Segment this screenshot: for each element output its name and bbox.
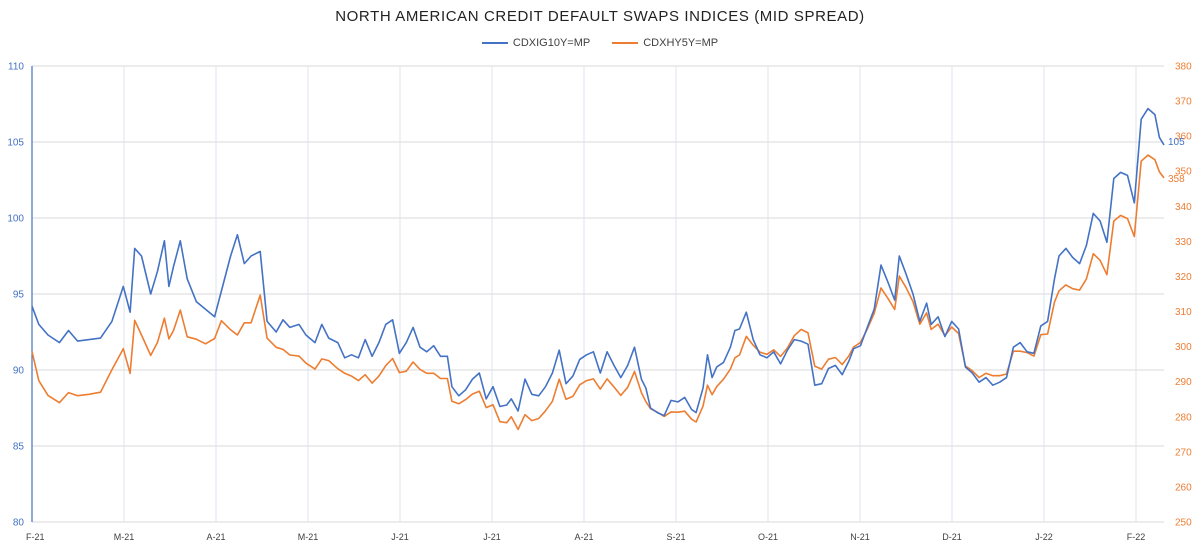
legend-swatch-cdxhy: [612, 42, 639, 44]
x-tick-label: N-21: [850, 532, 870, 542]
legend-swatch-cdxig: [481, 42, 508, 44]
x-tick-label: F-21: [26, 532, 45, 542]
x-tick-label: J-21: [483, 532, 501, 542]
right-tick-label: 270: [1175, 447, 1192, 458]
right-tick-label: 330: [1175, 237, 1192, 248]
gridlines: [31, 65, 1164, 523]
x-tick-label: O-21: [758, 532, 778, 542]
chart-title: NORTH AMERICAN CREDIT DEFAULT SWAPS INDI…: [335, 8, 865, 25]
legend: CDXIG10Y=MP CDXHY5Y=MP: [0, 37, 1200, 49]
end-value-label: 358: [1168, 174, 1185, 185]
left-tick-label: 110: [8, 62, 24, 73]
x-tick-label: A-21: [206, 532, 225, 542]
series-line-cdxig10y-mp: [31, 107, 1165, 417]
right-tick-label: 310: [1175, 307, 1192, 318]
right-tick-label: 290: [1175, 377, 1192, 388]
right-tick-label: 250: [1175, 518, 1192, 529]
series-line-cdxhy5y-mp: [31, 154, 1165, 431]
left-tick-label: 80: [13, 518, 25, 529]
x-tick-label: D-21: [942, 532, 962, 542]
end-value-labels: 358 105: [1168, 137, 1185, 185]
legend-label-cdxig: CDXIG10Y=MP: [512, 37, 591, 49]
legend-label-cdxhy: CDXHY5Y=MP: [643, 37, 719, 49]
left-tick-label: 90: [13, 366, 25, 377]
x-gridlines: [123, 66, 1137, 522]
series-lines: [31, 107, 1165, 431]
x-tick-label: F-22: [1127, 532, 1146, 542]
left-tick-label: 105: [7, 138, 24, 149]
right-tick-label: 360: [1175, 132, 1192, 143]
x-tick-label: A-21: [574, 532, 593, 542]
right-tick-label: 350: [1175, 167, 1192, 178]
x-tick-label: S-21: [666, 532, 685, 542]
right-tick-label: 340: [1175, 202, 1192, 213]
left-tick-label: 100: [7, 214, 24, 225]
left-tick-label: 95: [13, 290, 25, 301]
legend-item-cdxig: CDXIG10Y=MP: [481, 37, 591, 49]
right-tick-label: 300: [1175, 342, 1192, 353]
left-tick-label: 85: [13, 442, 25, 453]
left-axis-ticks: 80 85 90 95 100 105 110: [7, 62, 24, 529]
x-tick-label: M-21: [298, 532, 319, 542]
legend-item-cdxhy: CDXHY5Y=MP: [612, 37, 718, 49]
right-axis-ticks: 250 260 270 280 290 300 310 320 330 340 350 360 370 3…: [1175, 62, 1192, 529]
right-tick-label: 260: [1175, 482, 1192, 493]
x-tick-label: J-22: [1035, 532, 1053, 542]
x-axis-ticks: F-21 M-21 A-21 M-21 J-21 J-21 A-21 S-21 O-21 N-21…: [26, 532, 1145, 542]
right-tick-label: 370: [1175, 97, 1192, 108]
x-tick-label: J-21: [391, 532, 409, 542]
right-tick-label: 380: [1175, 62, 1192, 73]
end-value-label: 105: [1168, 137, 1185, 148]
right-tick-label: 320: [1175, 272, 1192, 283]
x-tick-label: M-21: [114, 532, 135, 542]
right-tick-label: 280: [1175, 412, 1192, 423]
